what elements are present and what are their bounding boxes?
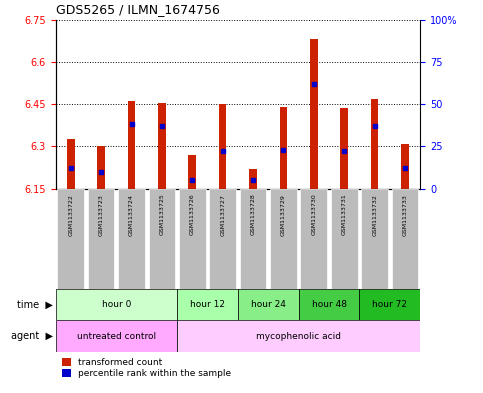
Bar — [238, 289, 298, 320]
Bar — [177, 320, 420, 352]
Bar — [56, 320, 177, 352]
Bar — [392, 189, 418, 289]
Text: time  ▶: time ▶ — [17, 299, 53, 310]
Text: GSM1133724: GSM1133724 — [129, 194, 134, 235]
Bar — [158, 103, 166, 189]
Bar — [401, 143, 409, 189]
Bar — [118, 189, 145, 289]
Bar — [56, 289, 177, 320]
Bar — [280, 107, 287, 189]
Text: GSM1133732: GSM1133732 — [372, 194, 377, 235]
Bar — [310, 39, 318, 189]
Bar — [188, 155, 196, 189]
Bar — [240, 189, 267, 289]
Text: GSM1133723: GSM1133723 — [99, 194, 104, 235]
Text: untreated control: untreated control — [77, 332, 156, 340]
Text: hour 48: hour 48 — [312, 300, 346, 309]
Text: hour 24: hour 24 — [251, 300, 286, 309]
Bar — [177, 289, 238, 320]
Bar — [361, 189, 388, 289]
Text: GSM1133726: GSM1133726 — [190, 194, 195, 235]
Text: GSM1133731: GSM1133731 — [342, 194, 347, 235]
Text: GSM1133722: GSM1133722 — [68, 194, 73, 235]
Bar — [179, 189, 206, 289]
Bar — [270, 189, 297, 289]
Bar — [219, 104, 227, 189]
Text: agent  ▶: agent ▶ — [11, 331, 53, 341]
Text: GSM1133727: GSM1133727 — [220, 194, 225, 235]
Text: hour 0: hour 0 — [101, 300, 131, 309]
Text: GSM1133725: GSM1133725 — [159, 194, 164, 235]
Text: GSM1133728: GSM1133728 — [251, 194, 256, 235]
Text: GDS5265 / ILMN_1674756: GDS5265 / ILMN_1674756 — [56, 3, 219, 16]
Text: GSM1133729: GSM1133729 — [281, 194, 286, 235]
Bar — [300, 189, 327, 289]
Text: GSM1133730: GSM1133730 — [312, 194, 316, 235]
Bar — [371, 99, 378, 189]
Text: hour 12: hour 12 — [190, 300, 225, 309]
Bar — [128, 101, 135, 189]
Text: GSM1133733: GSM1133733 — [402, 194, 408, 235]
Bar — [57, 189, 84, 289]
Text: hour 72: hour 72 — [372, 300, 407, 309]
Bar — [67, 140, 74, 189]
Bar — [149, 189, 175, 289]
Bar — [249, 169, 257, 189]
Bar — [298, 289, 359, 320]
Bar — [88, 189, 114, 289]
Legend: transformed count, percentile rank within the sample: transformed count, percentile rank withi… — [60, 356, 233, 380]
Bar — [359, 289, 420, 320]
Bar — [341, 108, 348, 189]
Text: mycophenolic acid: mycophenolic acid — [256, 332, 341, 340]
Bar — [98, 146, 105, 189]
Bar — [331, 189, 357, 289]
Bar — [209, 189, 236, 289]
